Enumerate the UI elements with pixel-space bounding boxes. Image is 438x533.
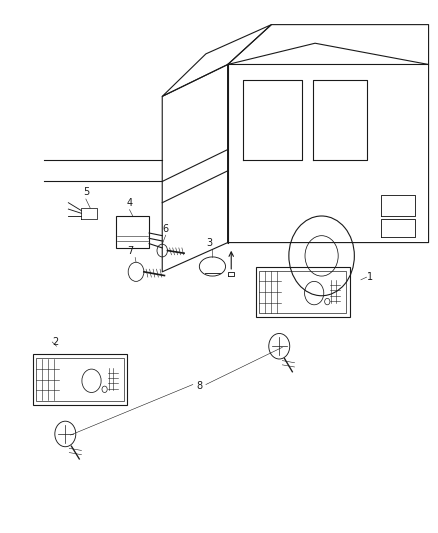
Text: 5: 5	[83, 188, 89, 197]
Text: 1: 1	[367, 272, 373, 282]
Text: 8: 8	[196, 381, 202, 391]
Text: 6: 6	[162, 223, 169, 233]
Text: 2: 2	[52, 337, 58, 347]
Text: 3: 3	[206, 238, 212, 248]
Bar	[33, 354, 127, 405]
Text: 4: 4	[127, 198, 133, 208]
Bar	[36, 359, 124, 401]
Bar	[256, 266, 350, 317]
Bar	[259, 271, 346, 313]
Bar	[117, 216, 149, 248]
Text: 7: 7	[128, 246, 134, 256]
